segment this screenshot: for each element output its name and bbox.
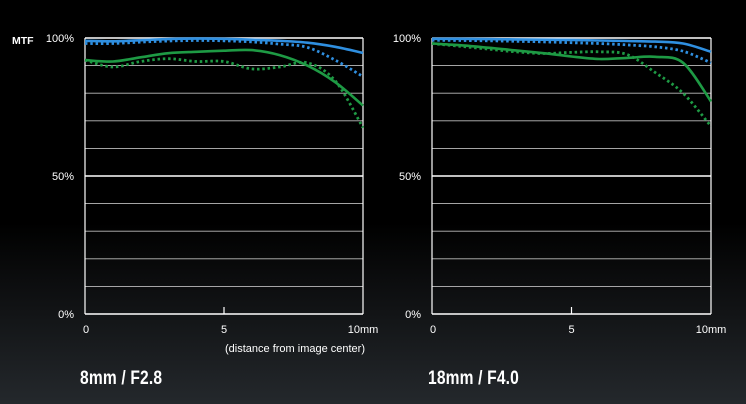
chart1-xtick-label: 0 bbox=[83, 324, 89, 336]
chart1-series-green-solid bbox=[84, 48, 364, 107]
chart1-series-green-dotted bbox=[84, 57, 365, 129]
chart1-ytick-label: 100% bbox=[46, 33, 74, 45]
chart2-xtick-label: 10mm bbox=[696, 324, 727, 336]
chart2-series-blue-dotted bbox=[431, 38, 712, 65]
chart-caption-18mm: 18mm / F4.0 bbox=[428, 368, 520, 389]
chart2-series-blue-solid bbox=[431, 37, 712, 54]
chart2-xtick-label: 0 bbox=[430, 324, 436, 336]
chart1-xlabel: (distance from image center) bbox=[225, 343, 365, 355]
chart1-xtick-label: 5 bbox=[221, 324, 227, 336]
chart1-ylabel: MTF bbox=[12, 35, 34, 47]
chart1-series-blue-dotted bbox=[84, 39, 364, 78]
chart1-ytick-label: 50% bbox=[52, 171, 74, 183]
chart2-series-green-dotted bbox=[431, 42, 713, 128]
chart1-xtick-label: 10mm bbox=[348, 324, 379, 336]
chart1-series-blue-solid bbox=[84, 37, 364, 55]
chart-caption-8mm: 8mm / F2.8 bbox=[80, 368, 163, 389]
chart1-ytick-label: 0% bbox=[58, 309, 74, 321]
chart2-ytick-label: 50% bbox=[399, 171, 421, 183]
chart2-ytick-label: 0% bbox=[405, 309, 421, 321]
chart2-xtick-label: 5 bbox=[568, 324, 574, 336]
chart2-ytick-label: 100% bbox=[393, 33, 421, 45]
